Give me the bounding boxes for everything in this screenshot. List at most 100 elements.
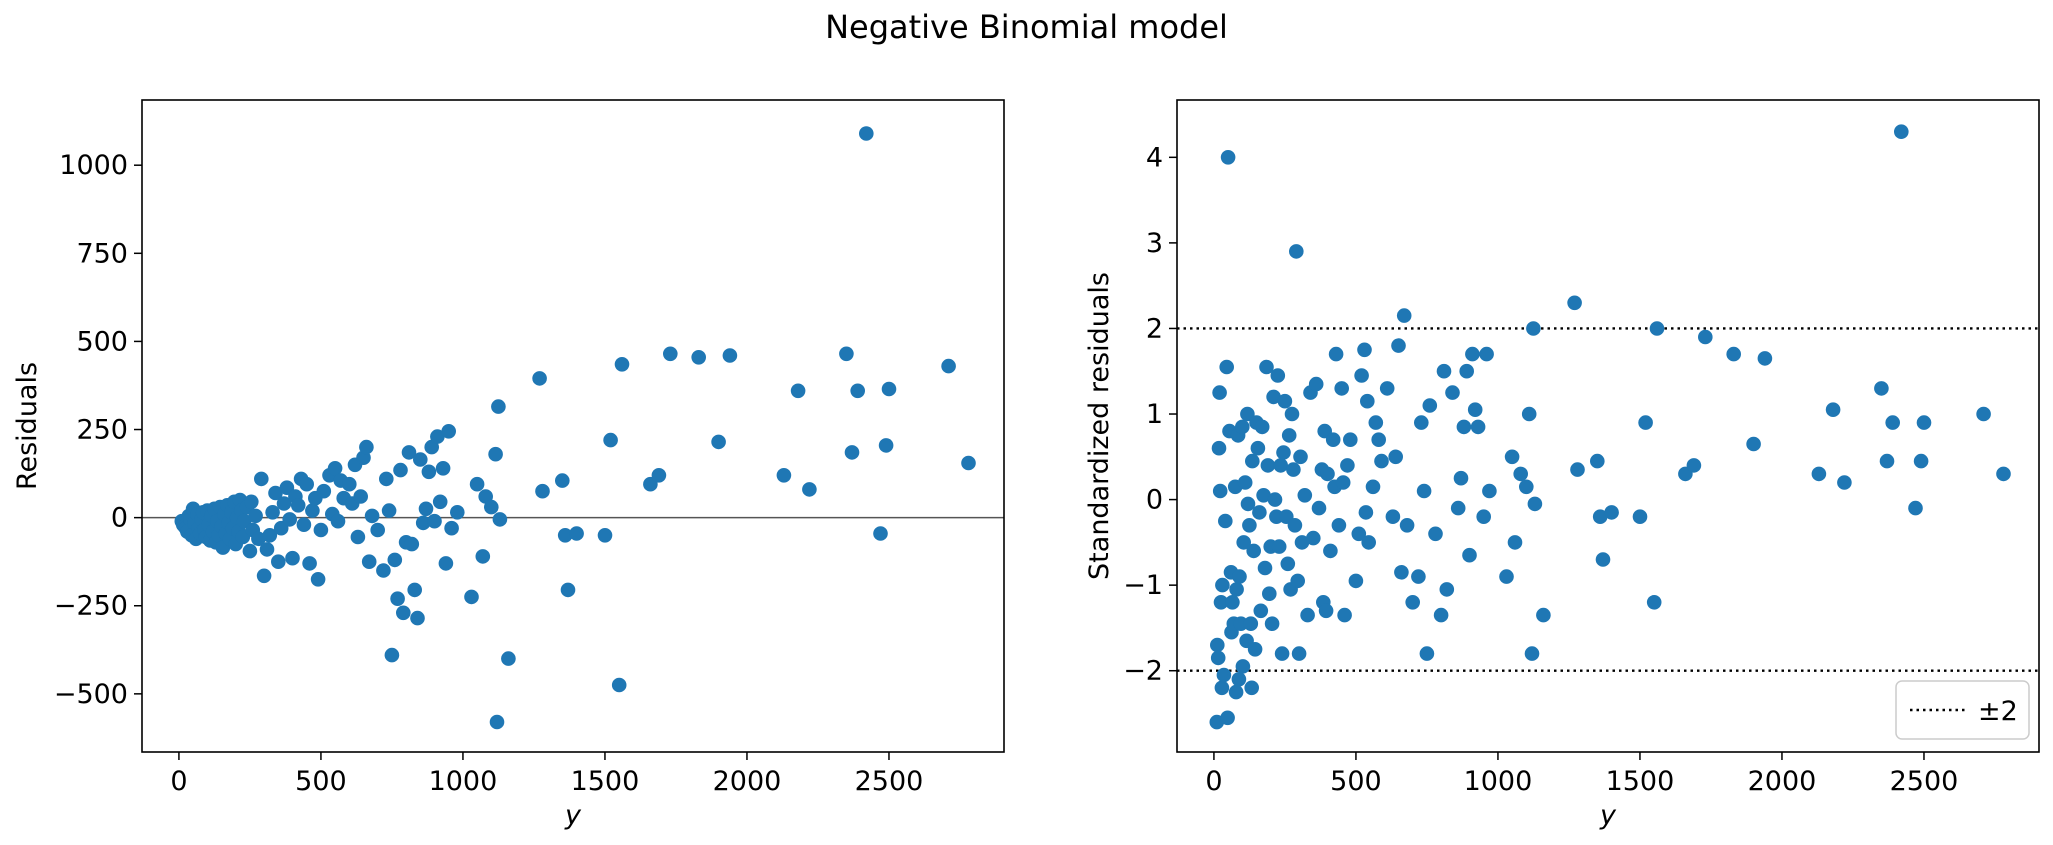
right-data-point [1270, 368, 1286, 383]
right-data-point [1235, 659, 1251, 674]
right-data-point [1343, 432, 1358, 448]
right-y-tick-label: 4 [1146, 142, 1163, 173]
right-data-point [1262, 586, 1277, 601]
right-data-point [1250, 440, 1266, 456]
left-y-tick-label: −500 [54, 679, 128, 710]
left-data-point [491, 399, 506, 414]
left-data-point [691, 350, 706, 365]
left-data-point [603, 432, 618, 448]
left-data-point [569, 526, 584, 541]
right-data-point [1521, 406, 1537, 422]
right-data-point [1456, 419, 1472, 435]
left-data-point [370, 522, 386, 538]
legend-label: ±2 [1978, 696, 2018, 727]
right-x-tick-label: 1000 [1464, 766, 1533, 797]
left-x-tick-label: 1000 [429, 766, 498, 797]
right-data-point [1236, 535, 1251, 550]
right-data-point [1513, 466, 1528, 482]
left-data-point [469, 476, 485, 492]
right-y-axis-label: Standardized residuals [1084, 272, 1115, 580]
right-data-point [1467, 402, 1483, 418]
right-data-point [1428, 526, 1443, 542]
right-data-point [1337, 607, 1352, 623]
right-data-point [1567, 295, 1582, 311]
right-data-point [1388, 449, 1403, 465]
right-data-point [1371, 432, 1386, 448]
left-data-point [253, 471, 269, 487]
right-data-point [1726, 346, 1741, 362]
left-data-point [310, 572, 326, 587]
left-y-tick-label: 250 [76, 415, 128, 446]
left-data-point [844, 445, 860, 460]
right-axes-frame [1176, 99, 2040, 753]
left-data-point [790, 383, 806, 399]
left-plot: 0 500 1000 1500 2000 2500 −500 −250 0 250 500 750 10… [12, 99, 1005, 831]
right-data-point [1293, 449, 1308, 465]
right-data-point [1243, 616, 1259, 631]
right-data-point [1210, 650, 1226, 666]
right-data-point [1450, 500, 1466, 516]
left-data-point [276, 496, 292, 511]
right-data-point [1273, 458, 1288, 473]
left-data-point [265, 505, 280, 520]
left-data-point [560, 582, 576, 598]
right-data-point [1879, 453, 1895, 469]
right-data-point [1277, 393, 1293, 409]
right-plot: 0 500 1000 1500 2000 2500 −2 −1 0 1 2 3 4 y Standardiz… [1084, 99, 2040, 831]
right-data-point [1225, 595, 1240, 610]
right-data-point [1335, 475, 1351, 490]
right-y-tick-label: 0 [1146, 485, 1163, 516]
right-data-point [1837, 475, 1852, 490]
right-data-point [1259, 359, 1274, 375]
left-data-point [401, 445, 417, 460]
left-data-point [663, 346, 678, 362]
right-y-tick-label: −1 [1123, 570, 1163, 601]
right-x-tick-label: 500 [1330, 766, 1382, 797]
right-data-point [1232, 569, 1247, 584]
left-data-point [961, 455, 976, 471]
right-data-point [1240, 406, 1255, 422]
right-data-point [1240, 496, 1256, 512]
left-y-tick-label: 0 [111, 503, 128, 534]
right-data-point [1231, 672, 1247, 687]
right-data-point [1331, 518, 1347, 533]
left-data-point [418, 501, 434, 517]
right-data-point [1419, 646, 1435, 661]
right-data-point [1257, 560, 1273, 576]
left-data-point [611, 677, 627, 693]
left-y-tick-label: 1000 [59, 150, 128, 181]
left-data-point [859, 126, 874, 141]
left-data-point [464, 589, 479, 605]
right-data-point [1214, 680, 1230, 696]
right-data-point [1374, 453, 1389, 469]
left-data-point [364, 508, 380, 524]
left-data-point [316, 483, 332, 499]
left-data-point [361, 554, 377, 569]
right-data-point [1686, 458, 1702, 473]
left-data-point [313, 522, 329, 538]
left-x-tick-label: 2000 [713, 766, 782, 797]
right-data-point [1289, 244, 1304, 259]
left-data-point [435, 461, 451, 476]
left-data-point [557, 528, 573, 543]
right-data-point [1237, 475, 1253, 490]
left-data-point [393, 462, 408, 478]
right-data-point [1519, 479, 1534, 495]
left-data-point [285, 550, 300, 566]
right-data-point [1536, 607, 1551, 623]
right-data-point [1290, 573, 1305, 589]
right-data-point [1358, 505, 1374, 520]
right-data-point [1287, 518, 1303, 533]
right-data-point [1210, 637, 1225, 653]
left-data-point [282, 512, 298, 527]
right-x-axis-label: y [1599, 800, 1617, 831]
left-data-point [407, 582, 423, 598]
left-data-point [305, 503, 320, 518]
left-data-point [262, 528, 278, 543]
left-data-point [432, 494, 448, 510]
left-points [174, 126, 976, 730]
right-data-point [1649, 321, 1665, 336]
right-data-point [1348, 573, 1364, 589]
